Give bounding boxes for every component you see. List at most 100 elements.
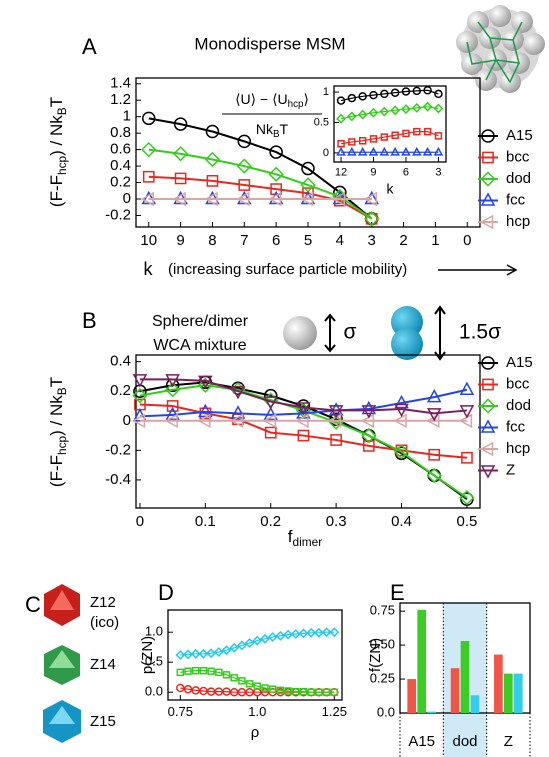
y-tick-label: 0.75 bbox=[370, 603, 395, 618]
marker bbox=[393, 444, 410, 460]
marker bbox=[480, 171, 496, 187]
marker bbox=[132, 387, 148, 404]
marker bbox=[458, 413, 473, 429]
y-tick-label: 0.8 bbox=[110, 124, 131, 141]
x-tick-label: 9 bbox=[176, 232, 184, 249]
marker bbox=[380, 89, 389, 99]
y-tick-label: 0.2 bbox=[110, 382, 131, 399]
panel-letter: D bbox=[158, 580, 174, 605]
marker bbox=[263, 406, 278, 421]
axis-label: ⟨U⟩ − ⟨Uhcp⟩ bbox=[235, 91, 309, 110]
marker bbox=[268, 190, 284, 205]
marker bbox=[298, 628, 309, 639]
marker bbox=[206, 648, 217, 659]
marker bbox=[480, 398, 496, 414]
label-part: T bbox=[47, 377, 66, 387]
x-tick-label: 10 bbox=[140, 232, 157, 249]
panel-letter: C bbox=[25, 592, 41, 617]
marker bbox=[313, 627, 324, 638]
marker bbox=[426, 388, 442, 403]
marker bbox=[329, 627, 340, 638]
marker bbox=[426, 408, 442, 422]
subscript: B bbox=[55, 107, 69, 115]
marker bbox=[213, 647, 224, 657]
label-part: f bbox=[288, 527, 293, 546]
marker bbox=[269, 145, 283, 159]
y-tick-label: 0.2 bbox=[110, 174, 131, 191]
arrow bbox=[438, 264, 518, 276]
marker bbox=[290, 629, 301, 639]
x-tick-label: 1 bbox=[431, 232, 439, 249]
axis-label: p(ZN) bbox=[139, 636, 156, 674]
axis-label: NkBT bbox=[256, 121, 289, 140]
marker bbox=[459, 405, 475, 419]
x-tick-label: 3 bbox=[368, 232, 376, 249]
marker bbox=[173, 117, 188, 131]
marker bbox=[222, 671, 231, 679]
subscript: hcp bbox=[55, 155, 69, 175]
marker bbox=[426, 467, 442, 484]
bar bbox=[427, 711, 436, 713]
subscript: hcp bbox=[55, 435, 69, 455]
marker bbox=[245, 680, 254, 688]
marker bbox=[164, 382, 181, 398]
marker bbox=[253, 682, 262, 690]
series-line bbox=[139, 378, 468, 415]
marker bbox=[229, 642, 240, 653]
x-tick-label: A15 bbox=[408, 733, 435, 750]
marker bbox=[176, 668, 185, 677]
marker bbox=[423, 127, 432, 136]
y-tick-label: 0.6 bbox=[110, 141, 131, 158]
marker bbox=[236, 191, 250, 207]
marker bbox=[361, 427, 377, 444]
y-tick-label: 0.0 bbox=[145, 684, 163, 699]
marker bbox=[295, 413, 309, 429]
marker bbox=[480, 465, 496, 479]
series-line bbox=[180, 631, 335, 656]
marker bbox=[459, 381, 475, 395]
marker bbox=[198, 375, 213, 390]
marker bbox=[358, 136, 367, 145]
marker bbox=[337, 140, 345, 148]
y-tick-label: 0.4 bbox=[110, 157, 131, 174]
marker bbox=[175, 650, 186, 660]
marker bbox=[184, 667, 192, 675]
plot-frame bbox=[135, 354, 481, 509]
marker bbox=[174, 172, 187, 185]
marker bbox=[237, 190, 252, 205]
marker bbox=[358, 92, 367, 101]
x-tick-label: 0.75 bbox=[168, 704, 193, 719]
marker bbox=[284, 687, 292, 695]
marker bbox=[191, 666, 200, 675]
marker bbox=[357, 146, 368, 156]
marker bbox=[183, 649, 193, 660]
marker bbox=[236, 158, 252, 174]
marker bbox=[481, 129, 495, 143]
label-part: T bbox=[47, 97, 66, 107]
legend-label: A15 bbox=[506, 127, 533, 144]
y-tick-label: 0.25 bbox=[370, 670, 395, 685]
axis-label: fdimer bbox=[288, 527, 323, 549]
marker bbox=[364, 190, 379, 205]
marker bbox=[134, 398, 146, 411]
marker bbox=[205, 190, 220, 205]
marker bbox=[347, 146, 357, 156]
label-part: ) / Nk bbox=[47, 395, 66, 436]
marker bbox=[198, 648, 209, 659]
y-tick-label: 0.4 bbox=[110, 353, 131, 370]
marker bbox=[481, 356, 495, 370]
label-part: Nk bbox=[256, 121, 274, 137]
axis-label: (F-Fhcp) / NkBT bbox=[47, 377, 69, 487]
marker bbox=[330, 688, 339, 696]
bar bbox=[470, 695, 480, 713]
legend-label: Z bbox=[506, 461, 515, 478]
marker bbox=[300, 190, 316, 205]
marker bbox=[479, 214, 494, 230]
x-tick-label: dod bbox=[452, 733, 477, 750]
marker bbox=[262, 413, 276, 429]
marker bbox=[252, 635, 263, 646]
x-tick-label: 2 bbox=[399, 232, 407, 249]
x-tick-label: 0.4 bbox=[391, 513, 412, 530]
marker bbox=[141, 141, 157, 158]
marker bbox=[480, 419, 496, 433]
